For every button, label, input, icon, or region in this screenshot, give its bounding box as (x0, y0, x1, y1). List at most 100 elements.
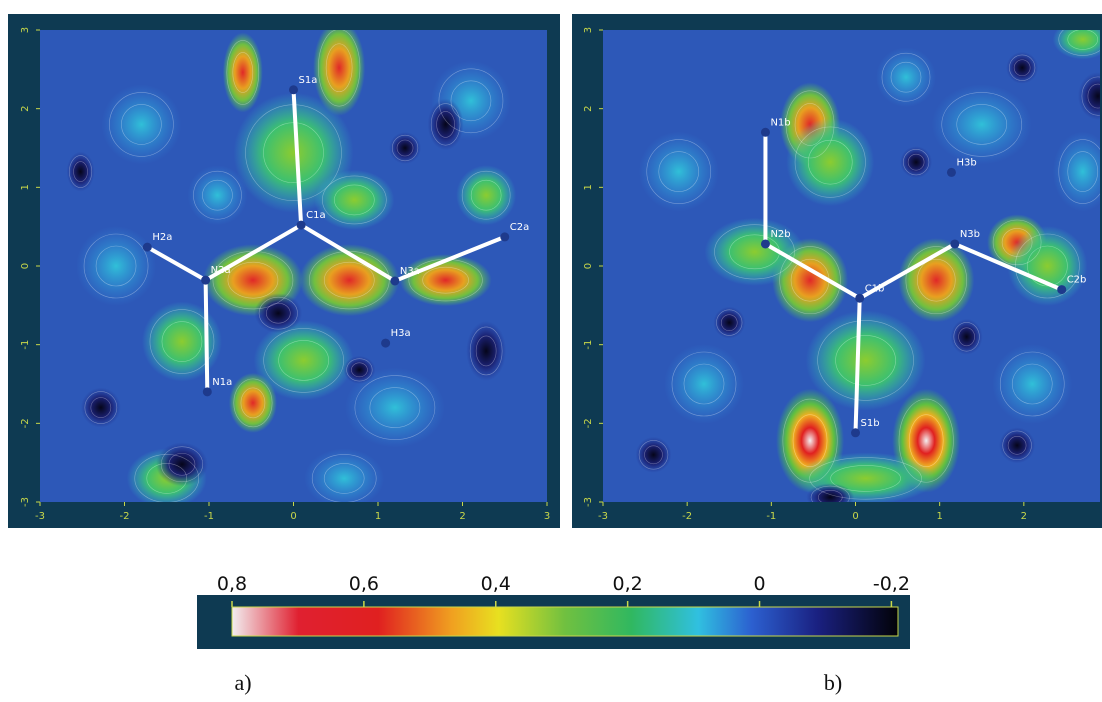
contour-line (941, 92, 1023, 157)
contour-line (902, 149, 930, 176)
contour-line (720, 314, 738, 331)
density-blob (466, 320, 507, 381)
contour-line (240, 387, 266, 419)
y-tick-label: -3 (583, 497, 594, 507)
contour-line (69, 155, 93, 188)
atom (760, 127, 770, 137)
x-tick-label: -3 (598, 511, 608, 522)
colorbar-tick-label: 0 (753, 573, 765, 595)
contour-line (438, 68, 504, 134)
x-tick-label: 1 (936, 511, 942, 522)
contour-line (422, 266, 469, 294)
density-blob (228, 372, 277, 433)
contour-line (671, 351, 737, 417)
density-blob (1052, 131, 1100, 212)
atom-label: C1b (865, 283, 885, 294)
bond (763, 241, 862, 301)
atom (1057, 285, 1067, 295)
density-blob (638, 131, 719, 212)
atom-label: H3b (956, 157, 976, 168)
contour-line (90, 397, 112, 418)
x-tick-label: 1 (375, 511, 381, 522)
contour-line (83, 233, 149, 299)
density-blob (898, 238, 975, 323)
contour-line (714, 224, 795, 280)
atom-label: H2a (152, 232, 172, 243)
contour-line (308, 251, 390, 310)
atom (946, 167, 956, 177)
contour-line (278, 340, 329, 381)
y-tick-label: 3 (20, 27, 31, 33)
density-blob (805, 310, 926, 411)
contour-line (149, 309, 215, 374)
contour-line (322, 175, 387, 225)
contour-line (646, 139, 712, 204)
molecule: N1b H3b N2b C1b N3b C2b S1b (760, 117, 1086, 438)
y-tick-label: -2 (583, 418, 594, 428)
y-tick-label: 1 (20, 184, 31, 190)
contour-line (916, 258, 956, 302)
x-tick-label: -1 (766, 511, 776, 522)
contour-line (638, 440, 669, 470)
contour-line (226, 40, 260, 105)
contour-line (830, 465, 901, 492)
contour-line (807, 139, 853, 185)
contour-line (265, 302, 291, 324)
atom (142, 242, 152, 252)
contour-line (84, 391, 118, 424)
contour-line (794, 103, 826, 146)
contour-line (835, 335, 896, 386)
y-tick-label: 1 (583, 184, 594, 190)
density-blob (76, 226, 157, 306)
density-blob (222, 32, 263, 113)
density-blob (713, 306, 746, 339)
contour-line (898, 398, 954, 483)
bond (203, 223, 304, 283)
density-blob (155, 442, 208, 487)
contour-line (907, 153, 925, 171)
contour-line (817, 489, 843, 502)
x-tick-label: 3 (544, 511, 550, 522)
y-tick-label: 0 (583, 263, 594, 269)
density-blob (80, 387, 121, 428)
density-blob (635, 436, 672, 473)
bond (952, 241, 1064, 292)
contour-line (227, 261, 279, 299)
contour-line (716, 309, 743, 336)
atom-label: N2b (770, 229, 790, 240)
bond (291, 87, 304, 228)
atom (760, 239, 770, 249)
y-tick-label: -3 (20, 497, 31, 507)
contour-line (475, 335, 497, 367)
contour-line (1013, 59, 1031, 77)
contour-line (323, 261, 375, 299)
contour-line (258, 296, 298, 330)
bond (392, 234, 507, 283)
y-tick-label: -2 (20, 418, 31, 428)
atom-label: N2a (211, 265, 231, 276)
molecule: S1a C1a H2a N2a N1a N3a C2a H3a (142, 75, 529, 397)
density-blob (704, 217, 805, 286)
contour-line (1087, 83, 1100, 109)
x-tick-label: 2 (1021, 511, 1027, 522)
density-blob (876, 47, 936, 108)
colorbar-tick-label: 0,6 (349, 573, 379, 595)
atom-label: H3a (391, 328, 411, 339)
density-blob (1007, 226, 1088, 306)
contour-line (1058, 139, 1100, 204)
contour-line (1002, 430, 1032, 461)
density-blob (304, 448, 385, 502)
contour-line (644, 445, 663, 465)
contour-line (782, 398, 838, 483)
x-tick-label: 2 (459, 511, 465, 522)
contour-line (325, 43, 353, 93)
contour-line (953, 322, 980, 352)
atom-label: C2a (510, 222, 529, 233)
contour-line (95, 245, 137, 287)
contour-line (992, 219, 1042, 266)
contour-line (351, 362, 368, 378)
bond (203, 278, 210, 394)
contour-line (958, 327, 975, 347)
density-blob (344, 367, 445, 448)
